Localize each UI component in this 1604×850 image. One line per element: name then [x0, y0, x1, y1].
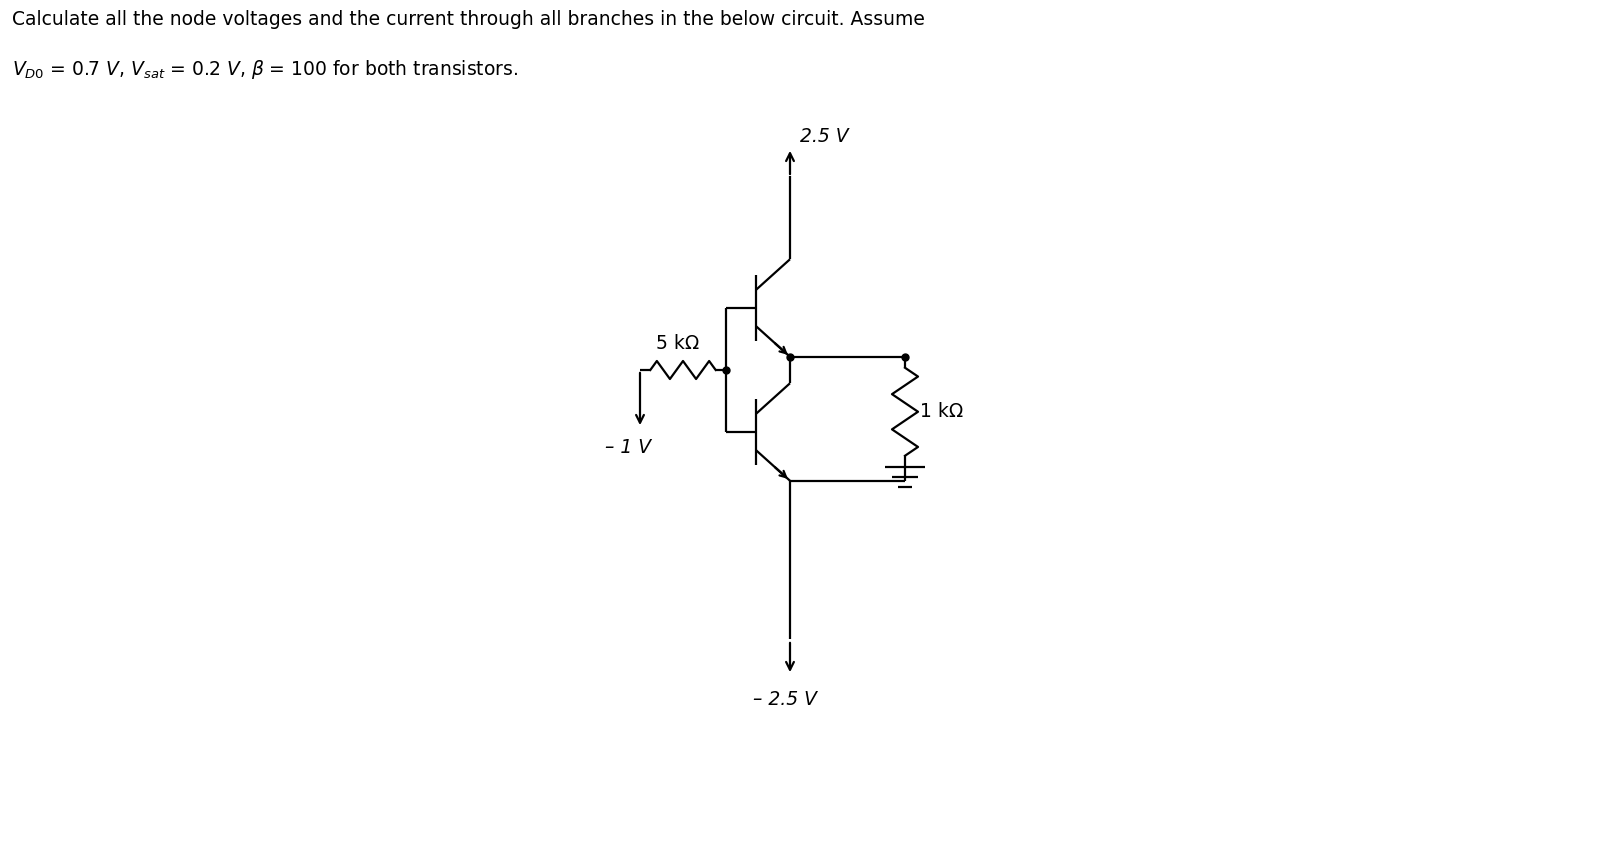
- Text: – 2.5 V: – 2.5 V: [752, 690, 816, 709]
- Text: 1 kΩ: 1 kΩ: [921, 402, 964, 422]
- Text: $V_{D0}$ = 0.7 $V$, $V_{sat}$ = 0.2 $V$, $\beta$ = 100 for both transistors.: $V_{D0}$ = 0.7 $V$, $V_{sat}$ = 0.2 $V$,…: [11, 58, 518, 81]
- Text: 2.5 V: 2.5 V: [800, 127, 849, 145]
- Text: – 1 V: – 1 V: [605, 438, 651, 457]
- Text: Calculate all the node voltages and the current through all branches in the belo: Calculate all the node voltages and the …: [11, 10, 926, 29]
- Text: 5 kΩ: 5 kΩ: [656, 334, 699, 353]
